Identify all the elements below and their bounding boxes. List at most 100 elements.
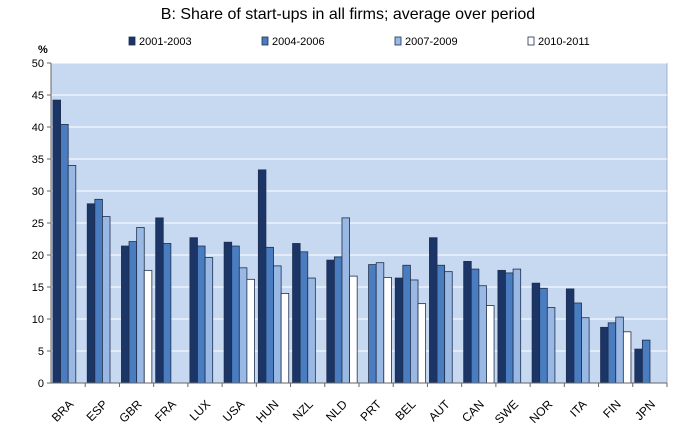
y-tick-label: 10 — [32, 314, 44, 326]
bar-nor-2007-2009 — [546, 307, 556, 384]
bar-bra-2001-2003 — [52, 99, 61, 384]
bar-aut-2007-2009 — [444, 271, 453, 384]
legend-swatch-2007-2009 — [394, 36, 402, 46]
bar-ita-2004-2006 — [573, 302, 582, 384]
legend-label-2004-2006: 2004-2006 — [272, 36, 325, 48]
y-tick-label: 5 — [38, 346, 44, 358]
bar-fra-2001-2003 — [155, 217, 164, 384]
bar-esp-2001-2003 — [86, 203, 96, 384]
x-tick-label: BEL — [393, 397, 419, 423]
bar-nld-2010-2011 — [349, 275, 358, 384]
bar-usa-2004-2006 — [231, 245, 240, 384]
bar-usa-2007-2009 — [238, 267, 248, 384]
y-tick-label: 30 — [32, 186, 44, 198]
bars — [52, 99, 651, 384]
bar-can-2001-2003 — [463, 260, 472, 384]
y-tick-label: 20 — [32, 250, 44, 262]
bar-nld-2004-2006 — [333, 256, 343, 384]
bar-gbr-2010-2011 — [143, 269, 153, 384]
bar-can-2007-2009 — [478, 285, 487, 384]
bar-lux-2007-2009 — [204, 257, 214, 384]
bar-jpn-2001-2003 — [634, 348, 643, 384]
bar-nzl-2001-2003 — [292, 243, 301, 384]
bar-hun-2010-2011 — [280, 292, 290, 384]
bar-hun-2004-2006 — [265, 246, 274, 384]
legend-swatch-2004-2006 — [261, 36, 269, 46]
bar-bra-2004-2006 — [60, 124, 69, 384]
bar-bel-2007-2009 — [410, 279, 419, 384]
bar-can-2010-2011 — [486, 305, 495, 384]
bar-hun-2001-2003 — [257, 169, 267, 384]
x-tick-label: SWE — [492, 397, 521, 426]
legend-label-2007-2009: 2007-2009 — [405, 36, 458, 48]
y-axis-unit: % — [38, 44, 48, 56]
x-tick-label: CAN — [459, 397, 487, 425]
bar-fin-2007-2009 — [615, 316, 624, 384]
x-tick-label: AUT — [426, 397, 453, 424]
bar-esp-2007-2009 — [102, 216, 111, 384]
bar-swe-2007-2009 — [512, 268, 522, 384]
bar-hun-2007-2009 — [273, 265, 282, 384]
bar-bel-2004-2006 — [402, 264, 411, 384]
bar-bel-2010-2011 — [417, 303, 427, 384]
bar-jpn-2004-2006 — [641, 339, 651, 384]
bar-lux-2001-2003 — [189, 237, 198, 384]
x-tick-label: USA — [220, 397, 247, 424]
gridlines — [51, 62, 667, 352]
y-tick-label: 25 — [32, 218, 44, 230]
x-tick-label: FIN — [600, 397, 624, 421]
bar-bel-2001-2003 — [394, 277, 404, 384]
bar-can-2004-2006 — [470, 268, 480, 384]
x-tick-label: NLD — [323, 397, 350, 424]
bar-fin-2010-2011 — [622, 331, 632, 384]
y-tick-label: 40 — [32, 122, 44, 134]
bar-usa-2010-2011 — [246, 278, 255, 384]
bar-aut-2001-2003 — [429, 237, 438, 384]
legend-swatch-2001-2003 — [128, 36, 136, 46]
x-tick-label: BRA — [49, 397, 76, 424]
y-tick-label: 35 — [32, 154, 44, 166]
bar-usa-2001-2003 — [223, 241, 233, 384]
x-tick-label: NZL — [290, 397, 316, 423]
x-tick-label: FRA — [152, 397, 179, 424]
legend: 2001-2003 2004-2006 2007-2009 2010-2011 — [128, 36, 590, 48]
x-tick-label: NOR — [527, 397, 556, 426]
bar-nld-2001-2003 — [326, 259, 335, 384]
y-tick-label: 50 — [32, 58, 44, 70]
bar-aut-2004-2006 — [436, 264, 446, 384]
bar-nzl-2004-2006 — [299, 251, 309, 384]
x-tick-label: GBR — [116, 397, 145, 426]
bar-fin-2004-2006 — [607, 322, 617, 384]
x-tick-label: LUX — [187, 397, 213, 423]
bar-gbr-2007-2009 — [136, 227, 145, 384]
x-tick-label: ESP — [84, 397, 111, 424]
legend-swatch-2010-2011 — [527, 36, 535, 46]
bar-gbr-2001-2003 — [121, 245, 130, 384]
bar-swe-2001-2003 — [497, 269, 506, 384]
bar-bra-2007-2009 — [67, 164, 77, 384]
bar-gbr-2004-2006 — [128, 241, 138, 384]
chart-title: B: Share of start-ups in all firms; aver… — [161, 6, 535, 23]
bar-prt-2007-2009 — [375, 262, 385, 384]
y-tick-label: 15 — [32, 282, 44, 294]
bar-prt-2010-2011 — [383, 276, 392, 384]
bar-nld-2007-2009 — [341, 217, 350, 384]
bar-fra-2004-2006 — [162, 243, 172, 384]
legend-label-2010-2011: 2010-2011 — [538, 36, 590, 48]
x-tick-label: ITA — [567, 397, 589, 419]
y-tick-label: 0 — [38, 378, 44, 390]
bar-nor-2001-2003 — [531, 282, 541, 384]
x-tick-label: JPN — [632, 397, 658, 423]
bar-fin-2001-2003 — [600, 326, 609, 384]
y-tick-label: 45 — [32, 90, 44, 102]
bar-ita-2007-2009 — [581, 317, 590, 384]
bar-lux-2004-2006 — [197, 245, 206, 384]
x-tick-label: HUN — [253, 397, 281, 425]
bar-prt-2004-2006 — [368, 264, 377, 384]
bar-nor-2004-2006 — [539, 287, 548, 384]
legend-label-2001-2003: 2001-2003 — [139, 36, 192, 48]
x-tick-label: PRT — [358, 397, 385, 424]
bar-swe-2004-2006 — [505, 272, 514, 384]
bar-nzl-2007-2009 — [307, 277, 316, 384]
